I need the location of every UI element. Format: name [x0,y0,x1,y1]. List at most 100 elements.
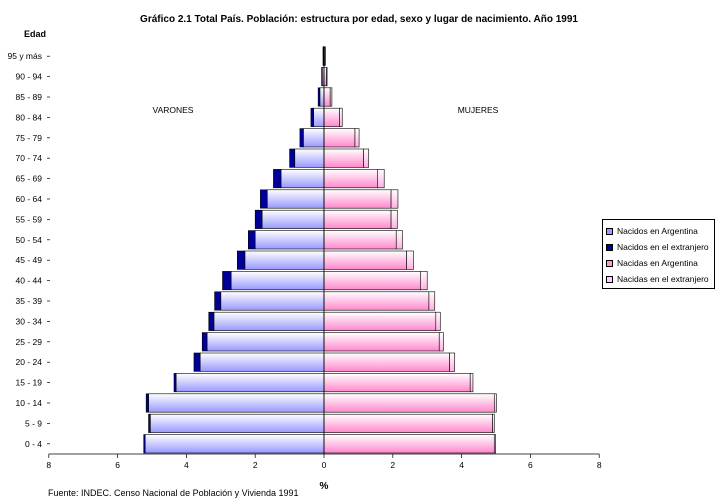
bar-male-native [254,230,325,250]
bar-female-foreign [395,230,403,250]
y-tick-label: 85 - 89 [16,92,43,102]
x-tick-label: 6 [528,460,533,470]
bar-female-native [323,271,421,291]
legend-item: Nacidas en el extranjero [606,271,714,287]
bar-male-foreign [254,209,263,229]
chart-legend: Nacidos en Argentina Nacidos en el extra… [602,219,715,289]
bar-female-foreign [493,434,496,454]
bar-male-native [266,189,325,209]
bar-female-native [323,332,440,352]
bar-female-foreign [493,393,497,413]
bar-male-foreign [145,393,149,413]
bar-male-foreign [148,413,151,433]
bar-male-foreign [248,230,256,250]
bar-female-native [323,250,407,270]
x-tick-label: 2 [253,460,258,470]
x-tick-label: 8 [597,460,602,470]
bar-female-foreign [435,311,441,331]
y-tick-label: 50 - 54 [16,235,43,245]
right-annotation-mujeres: MUJERES [458,105,499,115]
y-tick-label: 80 - 84 [16,112,43,122]
legend-label: Nacidos en el extranjero [617,242,709,252]
bar-female-foreign [390,189,399,209]
source-note: Fuente: INDEC. Censo Nacional de Poblaci… [48,488,299,498]
chart-title: Gráfico 2.1 Total País. Población: estru… [140,14,578,25]
bar-female-native [323,413,493,433]
bar-female-foreign [326,67,328,87]
legend-label: Nacidas en Argentina [617,258,698,268]
y-tick-label: 70 - 74 [16,153,43,163]
bar-female-native [323,107,340,127]
bar-male-native [206,332,325,352]
bar-female-foreign [469,373,474,393]
legend-item: Nacidos en Argentina [606,223,714,239]
bar-female-native [323,87,331,107]
bar-female-native [323,148,364,168]
y-tick-label: 90 - 94 [16,72,43,82]
bar-male-native [144,434,325,454]
y-tick-label: 60 - 64 [16,194,43,204]
bar-male-foreign [273,169,282,189]
y-tick-label: 10 - 14 [16,398,43,408]
y-tick-label: 35 - 39 [16,296,43,306]
y-tick-label: 5 - 9 [25,418,42,428]
y-tick-label: 40 - 44 [16,276,43,286]
x-tick-label: 8 [46,460,51,470]
y-tick-label: 20 - 24 [16,357,43,367]
bar-male-native [230,271,325,291]
bar-female-foreign [363,148,370,168]
bar-male-native [220,291,325,311]
x-tick-label: 2 [390,460,395,470]
bar-male-foreign [222,271,232,291]
bar-male-native [313,107,325,127]
y-tick-label: 65 - 69 [16,174,43,184]
bar-female-foreign [354,128,360,148]
legend-swatch [606,259,613,267]
bar-female-native [323,189,392,209]
y-tick-label: 45 - 49 [16,255,43,265]
x-tick-label: 4 [459,460,464,470]
y-tick-label: 55 - 59 [16,214,43,224]
bar-male-foreign [201,332,208,352]
bar-male-native [261,209,325,229]
y-axis-label: Edad [24,29,46,39]
bar-female-native [323,373,471,393]
left-annotation-varones: VARONES [153,105,194,115]
bar-female-native [323,311,437,331]
bar-female-foreign [406,250,414,270]
legend-swatch [606,243,613,251]
x-tick-label: 0 [322,460,327,470]
bar-male-foreign [321,67,323,87]
y-tick-label: 15 - 19 [16,378,43,388]
bar-male-foreign [143,434,146,454]
bar-female-native [323,128,356,148]
bar-male-native [280,169,325,189]
y-tick-label: 0 - 4 [25,439,42,449]
bar-female-foreign [420,271,428,291]
bar-male-foreign [310,107,314,127]
bar-female-foreign [329,87,333,107]
bar-female-native [323,434,495,454]
bar-male-foreign [260,189,268,209]
x-tick-label: 6 [115,460,120,470]
bar-male-foreign [237,250,246,270]
bar-female-native [323,393,495,413]
bar-male-foreign [289,148,296,168]
bar-female-native [323,230,397,250]
bar-male-native [148,393,325,413]
bar-female-native [323,169,378,189]
bar-female-native [323,352,450,372]
bar-male-foreign [299,128,304,148]
bar-male-native [199,352,325,372]
bar-male-native [213,311,325,331]
bar-female-foreign [438,332,444,352]
bar-male-foreign [208,311,215,331]
bar-male-foreign [173,373,177,393]
legend-label: Nacidos en Argentina [617,226,698,236]
bar-male-foreign [193,352,201,372]
bar-female-foreign [339,107,343,127]
bar-male-foreign [214,291,222,311]
y-tick-label: 95 y más [8,51,43,61]
bar-male-native [303,128,325,148]
y-tick-label: 25 - 29 [16,337,43,347]
